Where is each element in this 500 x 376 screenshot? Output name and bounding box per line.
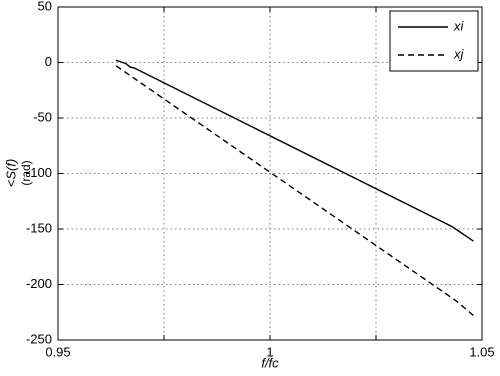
y-tick-label: -50 [33,109,52,124]
data-line [115,65,474,317]
y-tick-label: -150 [26,220,52,235]
legend-label: xi [453,18,465,33]
y-tick-label: 50 [38,0,52,13]
y-tick-label: -250 [26,331,52,346]
y-tick-label: 0 [45,54,52,69]
y-tick-label: -200 [26,276,52,291]
x-tick-label: 1 [266,344,273,359]
x-tick-label: 0.95 [45,344,70,359]
x-axis-label: f/fc [261,355,279,370]
plot-frame [57,6,483,341]
legend-label: xj [453,46,465,61]
data-line [115,59,474,242]
y-axis-label: <S(f) [3,159,18,188]
x-tick-label: 1.05 [469,344,494,359]
y-tick-label: -100 [26,165,52,180]
y-axis-label: (rad) [19,160,33,185]
legend-box [389,10,479,72]
